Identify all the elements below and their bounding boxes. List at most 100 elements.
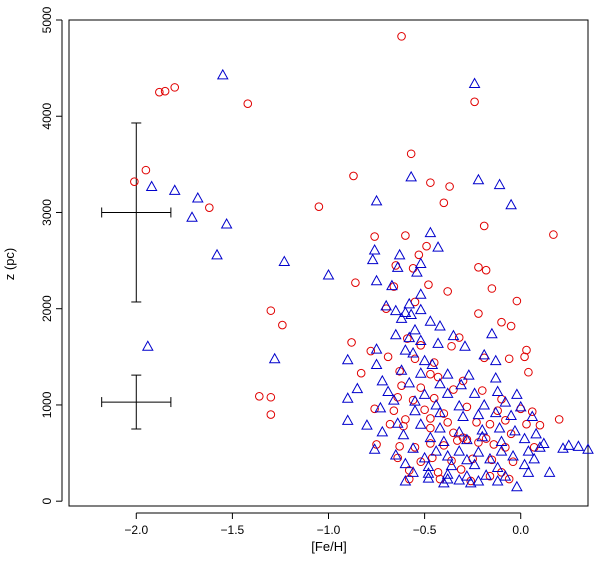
circle-point: [408, 263, 418, 273]
triangle-point: [407, 466, 419, 477]
triangle-point: [432, 337, 444, 348]
circle-point: [424, 280, 433, 289]
circle-point: [389, 282, 399, 291]
circle-point: [416, 340, 426, 350]
circle-point: [520, 352, 529, 362]
triangle-point: [403, 297, 416, 309]
y-tick-label: 1000: [40, 391, 54, 418]
triangle-point: [405, 308, 418, 319]
triangle-point: [389, 328, 402, 340]
circle-point: [474, 438, 483, 447]
y-tick-label: 0: [40, 498, 54, 505]
triangle-point: [418, 388, 431, 399]
circle-point: [439, 198, 449, 208]
circle-point: [416, 383, 426, 392]
circle-point: [160, 86, 170, 96]
circle-point: [254, 391, 264, 401]
triangle-point: [459, 340, 471, 351]
triangle-point: [537, 437, 550, 448]
triangle-point: [493, 178, 506, 190]
circle-point: [524, 367, 533, 377]
circle-point: [504, 474, 514, 484]
triangle-point: [511, 388, 523, 399]
series-triangles: [141, 68, 594, 492]
triangle-point: [268, 352, 281, 364]
triangle-point: [476, 430, 489, 442]
circle-point: [458, 376, 468, 386]
triangle-point: [582, 443, 594, 454]
circle-point: [481, 434, 491, 443]
triangle-point: [441, 473, 454, 484]
circle-point: [506, 321, 516, 331]
triangle-point: [434, 406, 446, 418]
triangle-point: [361, 419, 373, 430]
circle-point: [435, 474, 445, 484]
triangle-point: [453, 425, 466, 437]
circle-point: [508, 457, 518, 467]
triangle-point: [403, 331, 416, 343]
circle-point: [439, 409, 449, 418]
x-tick-label: −0.5: [413, 523, 437, 537]
triangle-point: [434, 422, 446, 433]
triangle-point: [220, 217, 233, 229]
triangle-point: [453, 473, 466, 485]
triangle-point: [461, 453, 473, 465]
triangle-point: [441, 387, 454, 398]
triangle-point: [409, 323, 421, 335]
circle-point: [433, 372, 443, 382]
triangle-point: [480, 469, 492, 480]
triangle-point: [461, 433, 473, 445]
triangle-point: [522, 445, 535, 456]
triangle-point: [499, 470, 512, 481]
circle-point: [422, 241, 431, 251]
circle-point: [487, 284, 497, 293]
error-bar: [101, 122, 172, 303]
triangle-point: [391, 417, 404, 428]
triangle-point: [370, 358, 383, 370]
triangle-point: [505, 409, 517, 421]
triangle-point: [491, 461, 504, 473]
circle-point: [497, 317, 506, 327]
y-axis: 0 1000 2000 3000 4000 5000: [40, 6, 63, 505]
triangle-point: [399, 306, 412, 318]
triangle-point: [418, 354, 431, 366]
triangle-point: [441, 368, 454, 379]
y-tick-label: 2000: [40, 295, 54, 322]
triangle-point: [386, 279, 398, 291]
triangle-point: [141, 340, 154, 351]
circle-point: [351, 278, 360, 288]
triangle-point: [495, 445, 508, 456]
circle-point: [522, 419, 531, 429]
circle-point: [426, 369, 435, 379]
triangle-point: [414, 288, 427, 299]
triangle-point: [478, 348, 491, 360]
triangle-point: [462, 369, 475, 380]
triangle-point: [489, 354, 502, 366]
circle-point: [266, 392, 276, 402]
triangle-point: [430, 445, 442, 456]
circle-point: [243, 99, 253, 109]
circle-point: [205, 203, 214, 212]
triangle-point: [341, 414, 354, 425]
circle-point: [487, 455, 497, 465]
triangle-point: [389, 448, 402, 460]
circle-point: [406, 149, 416, 159]
circle-point: [170, 83, 180, 92]
circle-point: [449, 428, 458, 438]
triangle-point: [368, 443, 381, 454]
triangle-point: [478, 398, 491, 410]
circle-point: [141, 165, 151, 175]
triangle-point: [322, 269, 335, 280]
circle-point: [383, 352, 393, 362]
triangle-point: [437, 435, 450, 447]
circle-point: [366, 346, 376, 356]
circle-point: [443, 417, 452, 427]
triangle-point: [395, 312, 408, 323]
circle-point: [429, 393, 439, 403]
circle-point: [449, 385, 458, 394]
triangle-point: [424, 226, 437, 238]
triangle-point: [505, 198, 517, 210]
circle-point: [481, 265, 491, 275]
triangle-point: [414, 257, 427, 268]
